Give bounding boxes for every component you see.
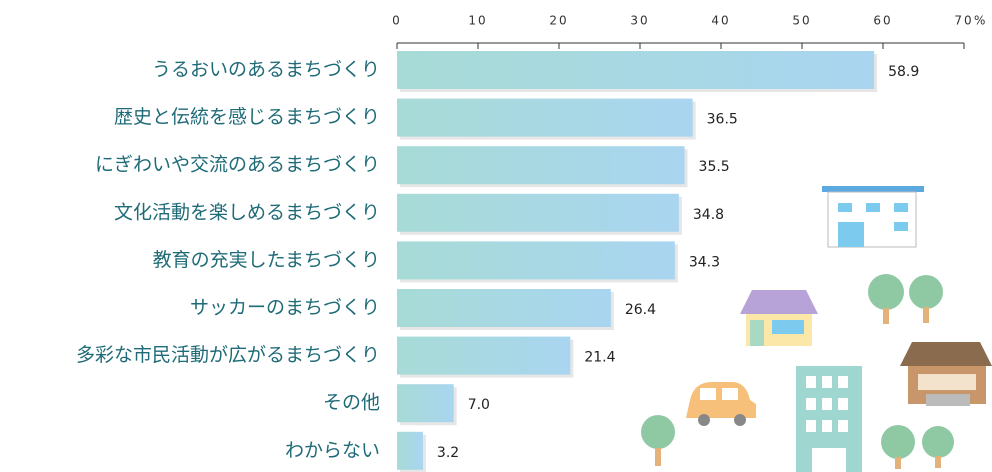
value-label: 34.3 bbox=[689, 254, 720, 270]
x-tick-label: 30 bbox=[630, 14, 649, 28]
x-tick-label: 70 bbox=[954, 14, 973, 28]
value-label: 58.9 bbox=[888, 64, 919, 80]
bar bbox=[397, 432, 423, 470]
value-label: 34.8 bbox=[693, 207, 724, 223]
category-label: 文化活動を楽しめるまちづくり bbox=[114, 201, 380, 223]
value-label: 7.0 bbox=[468, 397, 490, 413]
x-tick-label: 20 bbox=[549, 14, 568, 28]
category-label: 多彩な市民活動が広がるまちづくり bbox=[76, 344, 380, 366]
bar bbox=[397, 337, 570, 375]
x-tick-label: 10 bbox=[468, 14, 487, 28]
x-tick-label: 40 bbox=[711, 14, 730, 28]
x-tick-label: 0 bbox=[392, 14, 402, 28]
value-label: 21.4 bbox=[584, 350, 615, 366]
category-label: その他 bbox=[323, 392, 380, 414]
category-label: 歴史と伝統を感じるまちづくり bbox=[114, 106, 380, 128]
value-label: 26.4 bbox=[625, 302, 656, 318]
x-tick-label: 60 bbox=[873, 14, 892, 28]
x-tick-label: 50 bbox=[792, 14, 811, 28]
chart: 0 10 20 30 40 50 60 70% うるおいのあるまちづくり 58.9 歴史と伝統を感じ… bbox=[0, 0, 992, 472]
category-label: にぎわいや交流のあるまちづくり bbox=[95, 154, 380, 176]
bar bbox=[397, 384, 454, 422]
value-label: 36.5 bbox=[707, 112, 738, 128]
category-label: 教育の充実したまちづくり bbox=[153, 249, 380, 271]
value-label: 35.5 bbox=[699, 159, 730, 175]
category-label: わからない bbox=[285, 439, 380, 461]
bar bbox=[397, 146, 685, 184]
value-label: 3.2 bbox=[437, 445, 459, 461]
x-unit: % bbox=[974, 14, 987, 28]
bar bbox=[397, 99, 693, 137]
category-label: うるおいのあるまちづくり bbox=[152, 59, 380, 81]
bar bbox=[397, 289, 611, 327]
bar bbox=[397, 194, 679, 232]
bar bbox=[397, 51, 874, 89]
illustrations bbox=[641, 186, 992, 472]
category-label: サッカーのまちづくり bbox=[190, 297, 380, 319]
bar bbox=[397, 241, 675, 279]
